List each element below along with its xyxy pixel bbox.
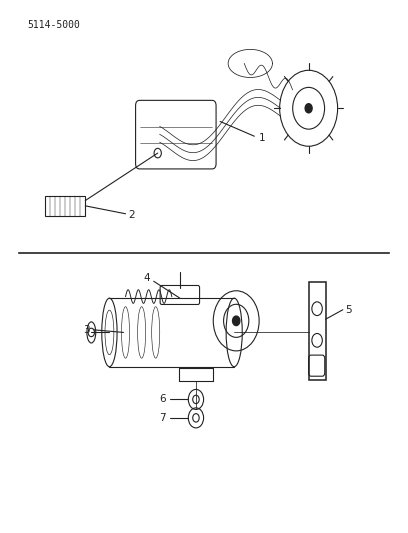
Text: 7: 7 bbox=[159, 413, 166, 423]
Text: 4: 4 bbox=[143, 273, 150, 283]
Text: 1: 1 bbox=[258, 133, 265, 143]
Circle shape bbox=[233, 316, 240, 326]
Circle shape bbox=[305, 104, 312, 113]
Text: 6: 6 bbox=[159, 394, 166, 405]
Text: 5: 5 bbox=[346, 305, 352, 315]
Text: 2: 2 bbox=[129, 210, 135, 220]
Bar bbox=[45, 196, 85, 216]
Text: 3: 3 bbox=[83, 325, 89, 335]
Text: 5114-5000: 5114-5000 bbox=[27, 20, 80, 30]
